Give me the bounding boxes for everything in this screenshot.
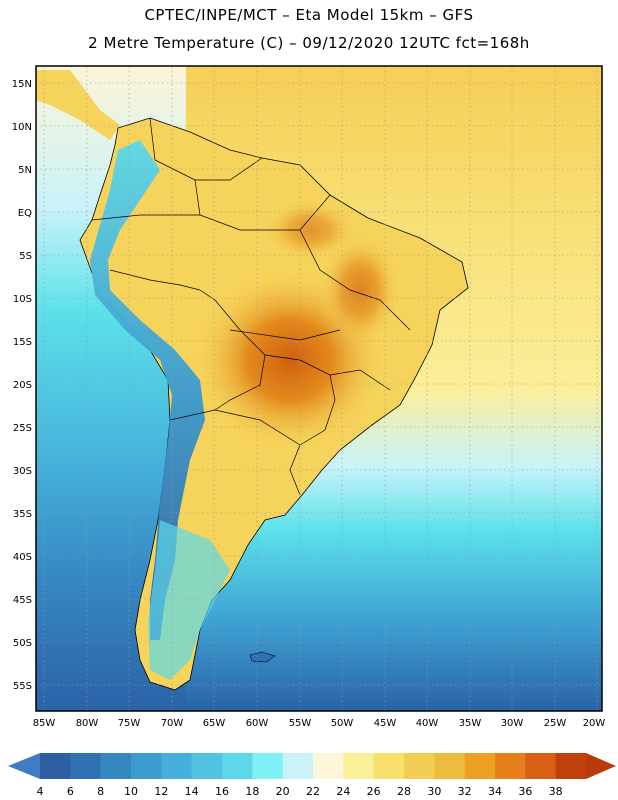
lon-label: 30W: [501, 718, 524, 729]
lon-label: 35W: [459, 718, 482, 729]
colorbar-label: 24: [336, 785, 350, 798]
lon-label: 75W: [118, 718, 141, 729]
colorbar-label: 34: [488, 785, 502, 798]
colorbar-label: 10: [124, 785, 138, 798]
lon-label: 65W: [203, 718, 226, 729]
hot-region-bahia: [320, 235, 400, 345]
lon-label: 25W: [544, 718, 567, 729]
falkland-islands: [249, 651, 276, 663]
lat-label: 10N: [12, 122, 32, 133]
lat-label: 20S: [13, 380, 32, 391]
lat-label: 55S: [13, 681, 32, 692]
colorbar-label: 28: [397, 785, 411, 798]
lat-label: 50S: [13, 638, 32, 649]
colorbar: 4 6 8 10 12 14 16 18 20 22 24 26 28 30 32 34 36 38: [8, 753, 616, 798]
colorbar-label: 22: [306, 785, 320, 798]
latitude-labels: 15N 10N 5N EQ 5S 10S 15S 20S 25S 30S 35S…: [12, 79, 32, 692]
lat-label: 30S: [13, 466, 32, 477]
lat-label: 25S: [13, 423, 32, 434]
andes-cold-band: [90, 140, 205, 640]
colorbar-cell: [40, 753, 71, 779]
colorbar-cell: [252, 753, 284, 779]
lat-label: 5N: [18, 165, 32, 176]
colorbar-right-arrow: [586, 753, 616, 779]
map-frame: [35, 65, 603, 712]
patagonia-cool: [148, 520, 230, 680]
colorbar-cell: [313, 753, 344, 779]
colorbar-label: 12: [154, 785, 168, 798]
lat-label: EQ: [18, 208, 32, 219]
lat-label: 5S: [19, 251, 32, 262]
lon-label: 20W: [583, 718, 606, 729]
lon-label: 60W: [246, 718, 269, 729]
colorbar-label: 32: [458, 785, 472, 798]
colorbar-cell: [70, 753, 102, 779]
lat-label: 15N: [12, 79, 32, 90]
map-area: [36, 66, 602, 711]
colorbar-label: 20: [276, 785, 290, 798]
longitude-labels: 85W 80W 75W 70W 65W 60W 55W 50W 45W 40W …: [33, 718, 606, 729]
colorbar-cell: [343, 753, 375, 779]
colorbar-left-arrow: [8, 753, 40, 779]
colorbar-cell: [555, 753, 587, 779]
colorbar-label: 36: [518, 785, 532, 798]
colorbar-label: 18: [245, 785, 259, 798]
lon-label: 70W: [161, 718, 184, 729]
colorbar-cell: [161, 753, 193, 779]
colorbar-label: 30: [427, 785, 441, 798]
colorbar-label: 8: [97, 785, 104, 798]
title-line-1: CPTEC/INPE/MCT – Eta Model 15km – GFS: [144, 6, 474, 24]
colorbar-label: 4: [37, 785, 44, 798]
country-borders: [91, 117, 411, 496]
lat-label: 45S: [13, 595, 32, 606]
title-line-2: 2 Metre Temperature (C) – 09/12/2020 12U…: [88, 34, 530, 52]
colorbar-cell: [131, 753, 162, 779]
lat-label: 40S: [13, 552, 32, 563]
lon-label: 50W: [331, 718, 354, 729]
colorbar-cell: [525, 753, 557, 779]
colorbar-cell: [282, 753, 314, 779]
lon-label: 80W: [76, 718, 99, 729]
hot-region-amazon: [265, 200, 355, 260]
lon-label: 45W: [374, 718, 397, 729]
colorbar-cell: [191, 753, 223, 779]
colorbar-label: 16: [215, 785, 229, 798]
colorbar-label: 26: [367, 785, 381, 798]
colorbar-label: 14: [185, 785, 199, 798]
colorbar-cell: [404, 753, 435, 779]
lat-label: 10S: [13, 294, 32, 305]
colorbar-label: 6: [67, 785, 74, 798]
colorbar-cell: [222, 753, 253, 779]
central-america: [36, 70, 120, 140]
colorbar-label: 38: [549, 785, 563, 798]
colorbar-cell: [434, 753, 466, 779]
lon-label: 85W: [33, 718, 56, 729]
colorbar-cell: [464, 753, 496, 779]
colorbar-cell: [495, 753, 526, 779]
lat-label: 15S: [13, 337, 32, 348]
lon-label: 55W: [289, 718, 312, 729]
lat-label: 35S: [13, 509, 32, 520]
colorbar-cell: [100, 753, 132, 779]
colorbar-cell: [373, 753, 405, 779]
lon-label: 40W: [416, 718, 439, 729]
